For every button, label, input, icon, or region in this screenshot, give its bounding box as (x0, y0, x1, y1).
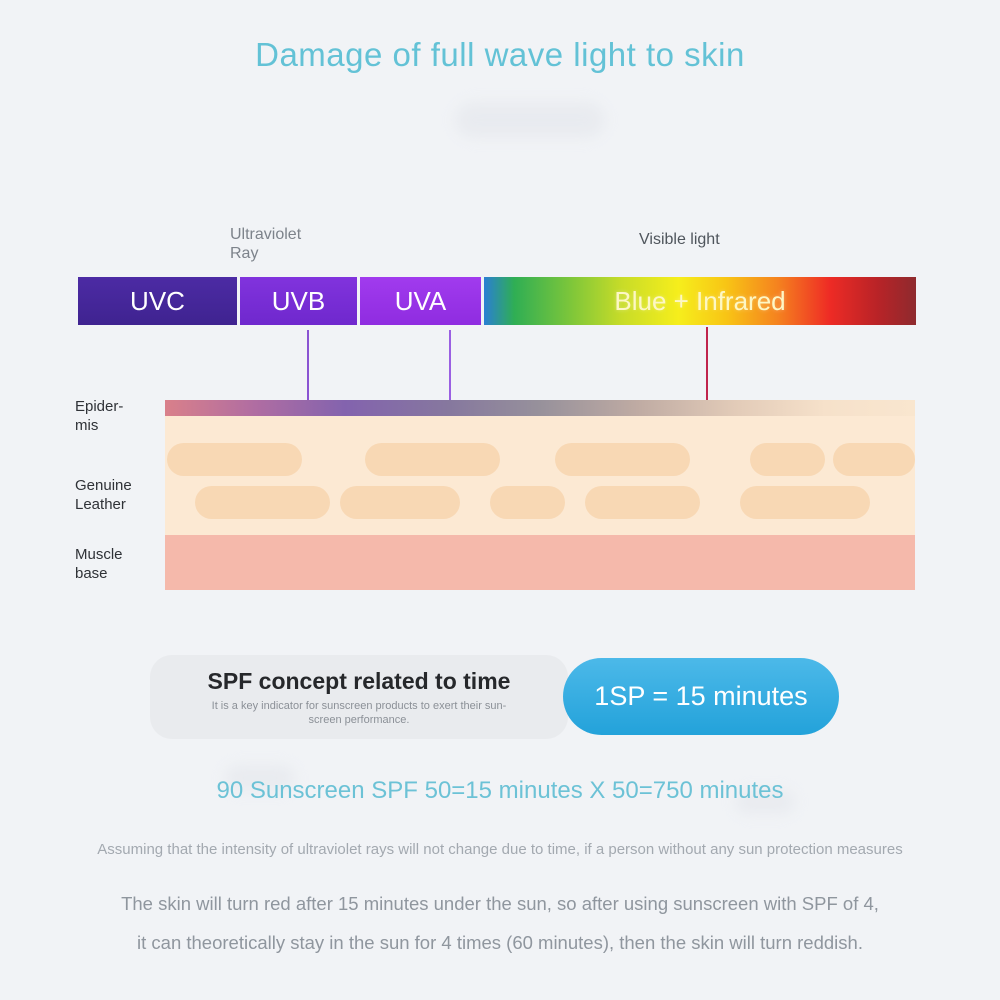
dermis-capsule (740, 486, 870, 519)
epidermis-label: Epider- mis (75, 398, 124, 435)
dermis-capsule (167, 443, 302, 476)
muscle-base-layer (165, 535, 915, 590)
visible-segment-label: Blue + Infrared (614, 285, 786, 316)
explanation-note: The skin will turn red after 15 minutes … (121, 893, 879, 954)
light-spectrum-bar: UVC UVB UVA Blue + Infrared (78, 277, 916, 325)
epidermis-layer (165, 400, 915, 416)
dermis-capsule (750, 443, 825, 476)
uvc-segment-label: UVC (130, 285, 185, 316)
spf-concept-box: SPF concept related to time It is a key … (150, 655, 568, 739)
dermis-label: Genuine Leather (75, 477, 132, 514)
dermis-capsule (340, 486, 460, 519)
muscle-base-label: Muscle base (75, 546, 123, 583)
watermark-blob (735, 790, 795, 814)
dermis-capsule (585, 486, 700, 519)
skin-cross-section (165, 400, 915, 590)
spf-heading: SPF concept related to time (207, 668, 511, 694)
dermis-capsule (195, 486, 330, 519)
uvb-segment-label: UVB (271, 285, 326, 316)
ultraviolet-ray-label: Ultraviolet Ray (230, 226, 302, 263)
assumption-note: Assuming that the intensity of ultraviol… (97, 841, 903, 858)
dermis-capsule (490, 486, 565, 519)
uva-segment-label: UVA (394, 285, 447, 316)
spf-formula-text: 90 Sunscreen SPF 50=15 minutes X 50=750 … (216, 777, 784, 804)
visible-light-label: Visible light (639, 231, 720, 248)
visible-infrared-segment: Blue + Infrared (484, 277, 916, 325)
page-title: Damage of full wave light to skin (255, 36, 745, 73)
uvc-segment: UVC (78, 277, 237, 325)
uvb-penetration-arrow-icon (307, 330, 309, 458)
uva-segment: UVA (360, 277, 481, 325)
spf-subtext: It is a key indicator for sunscreen prod… (211, 700, 507, 727)
dermis-layer (165, 416, 915, 535)
watermark-blob (225, 765, 295, 791)
uvb-segment: UVB (240, 277, 357, 325)
spf-time-pill-label: 1SP = 15 minutes (594, 681, 808, 711)
dermis-capsule (555, 443, 690, 476)
uva-penetration-arrow-icon (449, 330, 451, 443)
dermis-capsule (833, 443, 915, 476)
watermark-blob (455, 102, 605, 138)
spf-time-pill: 1SP = 15 minutes (563, 658, 839, 735)
dermis-capsule (365, 443, 500, 476)
